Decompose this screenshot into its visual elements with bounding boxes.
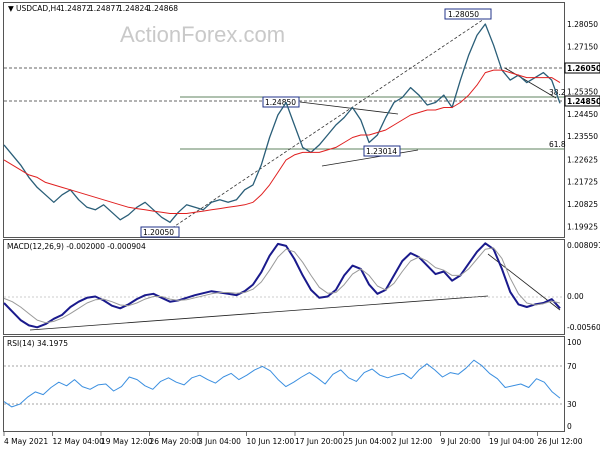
time-tick-label: 26 Jul 12:00 <box>538 437 583 446</box>
ohlc-low: 1.24824 <box>118 4 149 13</box>
price-tick-label: 1.23550 <box>567 132 598 141</box>
rsi-tick-70: 70 <box>567 362 577 371</box>
time-tick-label: 9 Jul 20:00 <box>441 437 481 446</box>
callout-low2-box <box>363 145 401 157</box>
callout-high: 1.28050 <box>448 10 479 19</box>
callout-mid: 1.24850 <box>265 98 296 107</box>
time-tick-label: 2 Jul 12:00 <box>392 437 432 446</box>
callout-low: 1.20050 <box>143 228 174 237</box>
time-tick-label: 17 Jun 20:00 <box>295 437 343 446</box>
callout-low2: 1.23014 <box>366 147 397 156</box>
rsi-series <box>3 359 561 408</box>
ohlc-close: 1.24868 <box>147 4 178 13</box>
price-tick-label: 1.22625 <box>567 155 598 164</box>
price-tag-2-box <box>564 95 600 107</box>
rsi-panel-frame <box>3 336 565 432</box>
triangle-upper <box>299 101 399 115</box>
price-tick-label: 1.19925 <box>567 223 598 232</box>
macd-tick-top: 0.008091 <box>567 241 600 250</box>
rsi-tick-100: 100 <box>567 338 582 347</box>
price-panel-frame <box>3 2 565 238</box>
time-tick-label: 19 May 12:00 <box>101 437 153 446</box>
recent-trendline <box>504 67 557 99</box>
rsi-tick-0: 0 <box>567 422 572 431</box>
macd-series <box>3 242 564 329</box>
time-tick-label: 12 May 04:00 <box>53 437 105 446</box>
macd-panel-frame <box>3 239 565 335</box>
fib-label-61: 61.8 <box>549 140 566 149</box>
macd-series-1 <box>3 247 561 324</box>
time-tick-label: 25 Jun 04:00 <box>344 437 392 446</box>
rising-trendline <box>171 14 491 229</box>
price-series <box>3 23 561 223</box>
time-tick-label: 19 Jul 04:00 <box>489 437 534 446</box>
macd-tick-zero: 0.00 <box>567 292 584 301</box>
watermark: ActionForex.com <box>120 22 285 47</box>
time-tick-label: 26 May 20:00 <box>150 437 202 446</box>
callout-high-box <box>444 8 492 20</box>
price-tick-label: 1.20825 <box>567 200 598 209</box>
price-tag-1: 1.26050 <box>567 64 600 73</box>
price-tick-label: 1.28050 <box>567 20 598 29</box>
triangle-lower <box>321 149 419 167</box>
rsi-tick-30: 30 <box>567 400 577 409</box>
macd-tick-bottom: -0.005608 <box>567 323 600 332</box>
macd-label: MACD(12,26,9) -0.002000 -0.000904 <box>7 242 146 251</box>
time-tick-label: 4 May 2021 <box>4 437 48 446</box>
ohlc-open: 1.24872 <box>60 4 91 13</box>
price-tag-2: 1.24850 <box>567 97 600 106</box>
macd-series-0 <box>3 242 561 329</box>
price-tag-1-box <box>564 62 600 74</box>
time-tick-label: 10 Jun 12:00 <box>247 437 295 446</box>
time-tick-label: 3 Jun 04:00 <box>198 437 241 446</box>
callout-mid-box <box>262 96 300 108</box>
price-tick-label: 1.21725 <box>567 178 598 187</box>
price-tick-label: 1.24450 <box>567 110 598 119</box>
macd-trendline <box>29 295 489 331</box>
price-tick-label: 1.25350 <box>567 87 598 96</box>
price-series-1 <box>3 69 561 214</box>
rsi-label: RSI(14) 34.1975 <box>7 339 68 348</box>
dropdown-arrow-icon[interactable]: ▼ <box>8 4 14 13</box>
symbol-label: USDCAD,H4 <box>16 4 61 13</box>
price-series-0 <box>3 23 561 223</box>
price-axis: 1.280501.271501.262501.253501.244501.235… <box>567 20 598 232</box>
rsi-series-0 <box>3 359 561 408</box>
fib-label-38: 38.2 <box>549 88 566 97</box>
callout-low-box <box>140 226 180 238</box>
price-tick-label: 1.27150 <box>567 42 598 51</box>
ohlc-high: 1.24877 <box>89 4 120 13</box>
